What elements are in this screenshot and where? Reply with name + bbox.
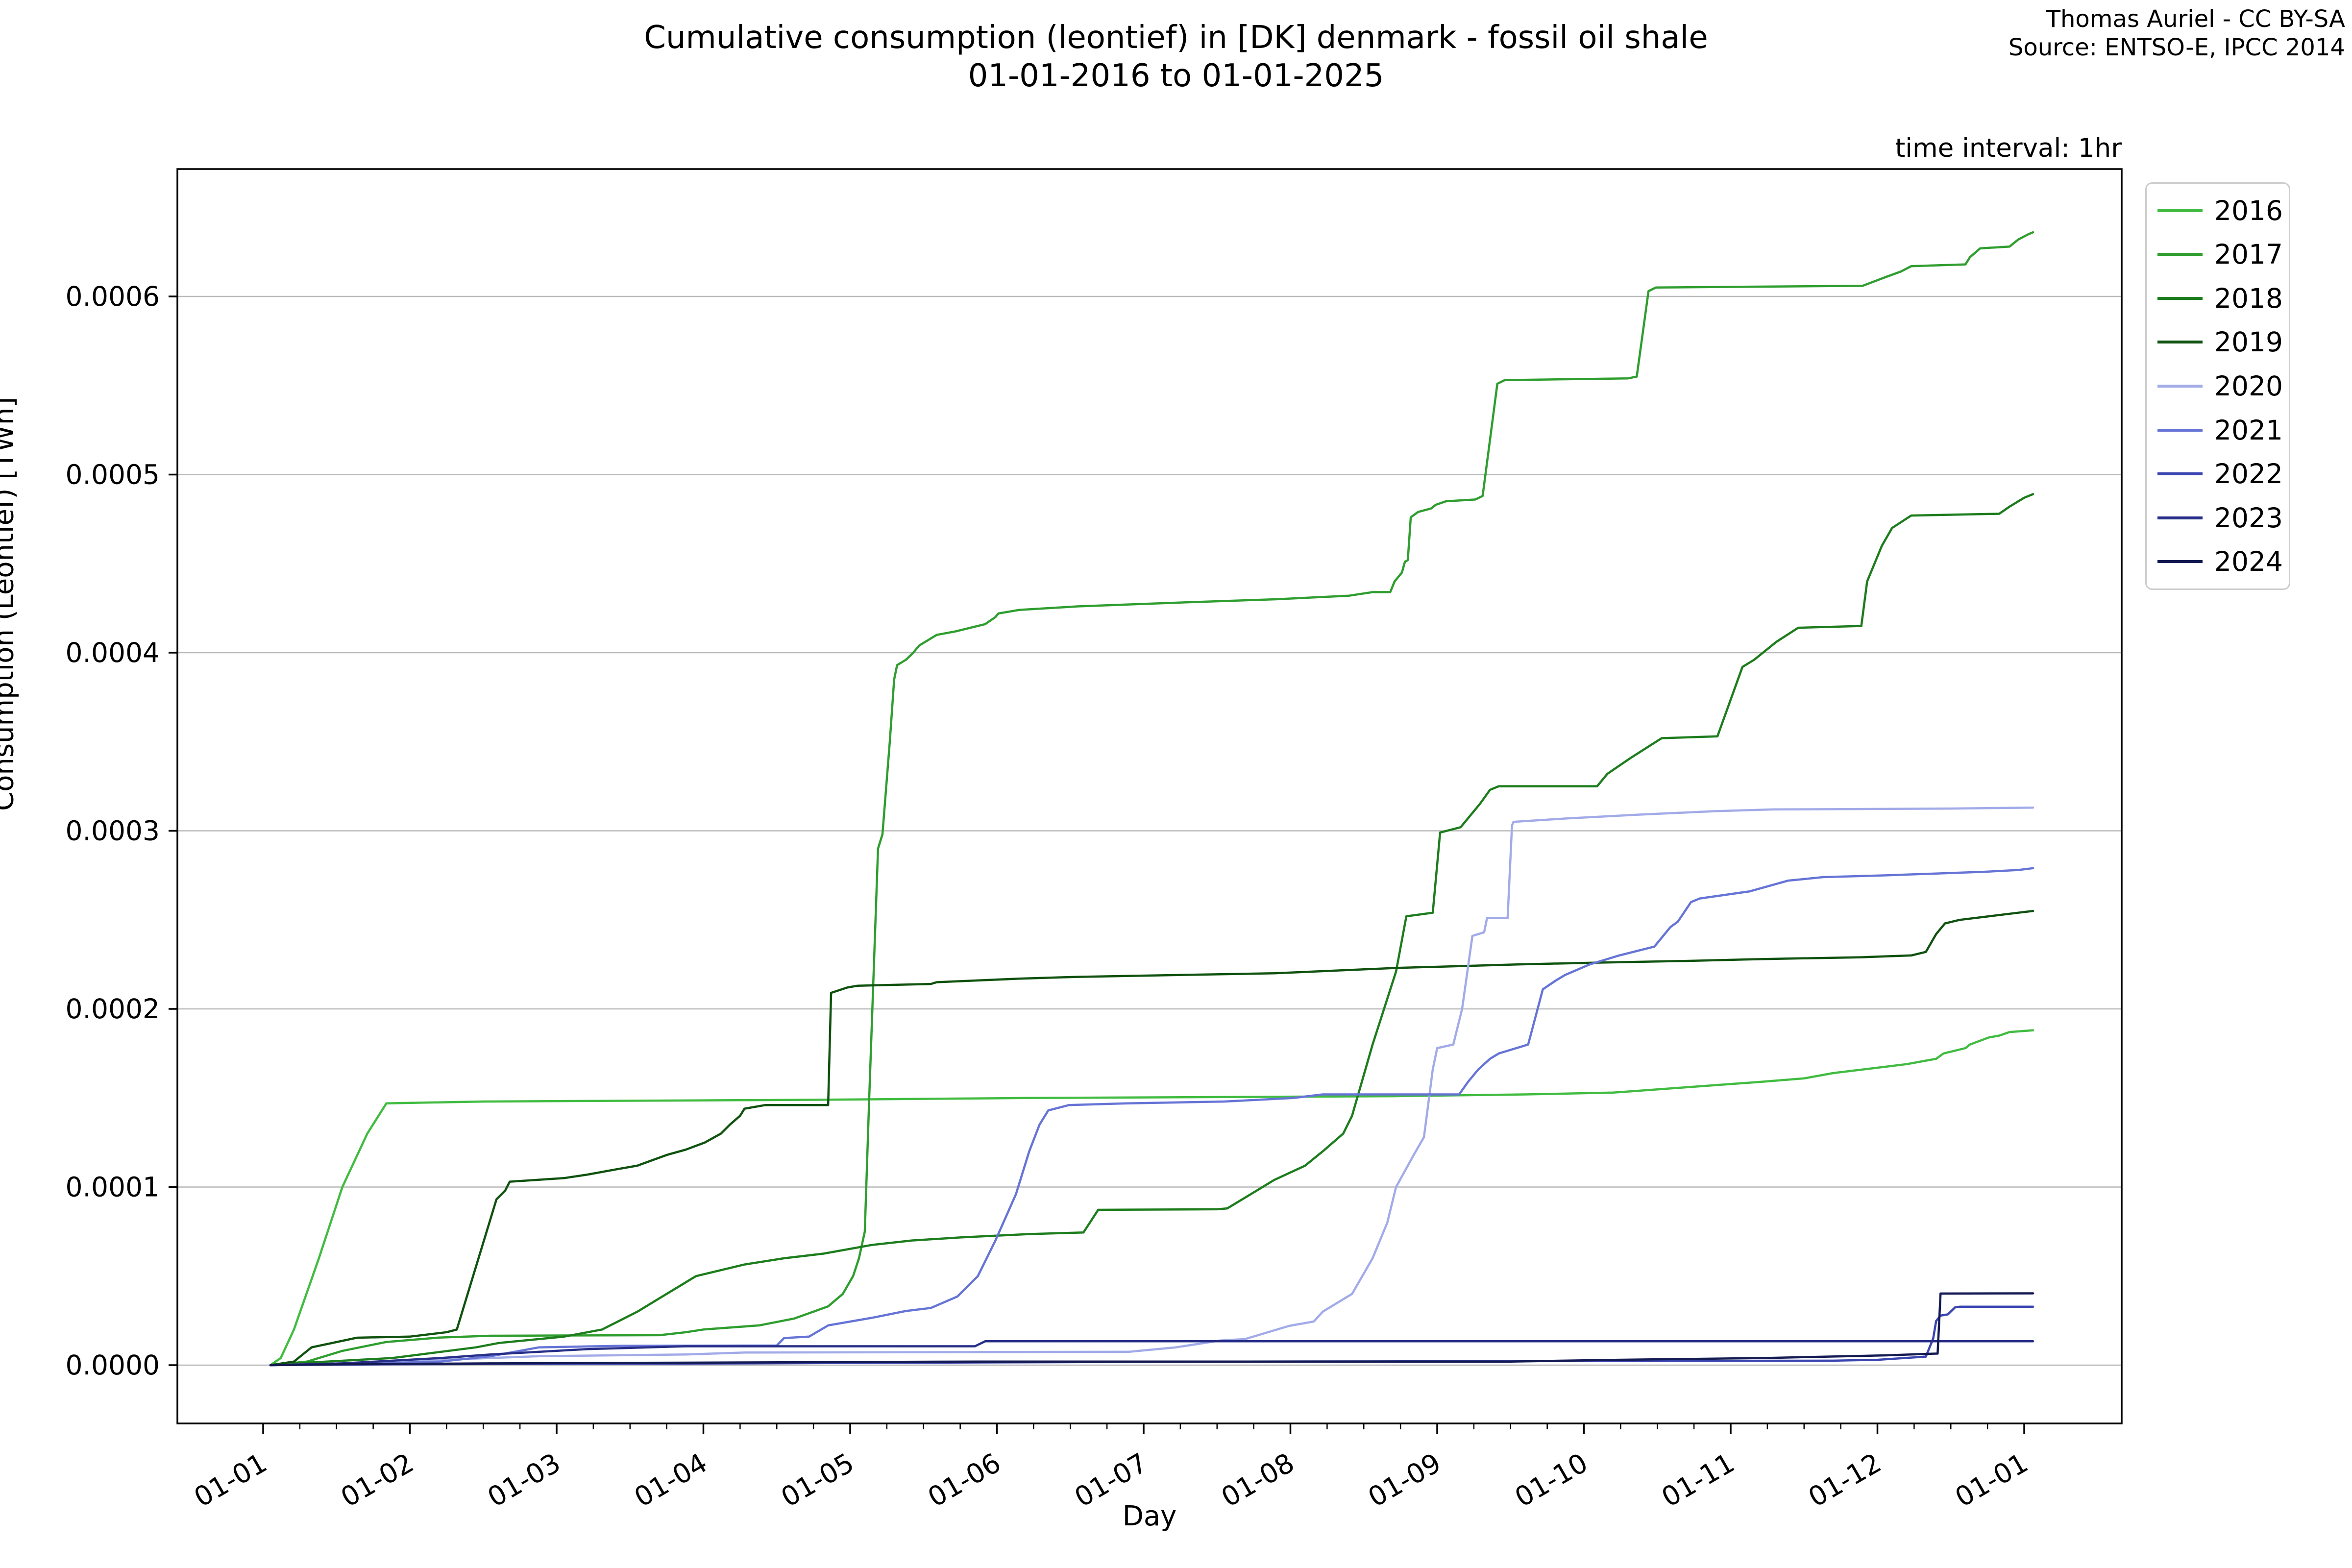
legend-line-swatch — [2157, 209, 2203, 212]
series-line-2018 — [269, 493, 2034, 1367]
y-tick-label: 0.0000 — [66, 1349, 160, 1381]
legend-label: 2019 — [2214, 326, 2283, 358]
y-tick-label: 0.0003 — [66, 815, 160, 847]
legend-item-2019: 2019 — [2147, 326, 2289, 358]
legend-item-2023: 2023 — [2147, 502, 2289, 534]
plot-border — [176, 168, 2123, 1424]
legend: 2016 2017 2018 2019 2020 2021 2022 2023 2024 — [2145, 182, 2290, 590]
legend-label: 2016 — [2214, 195, 2283, 226]
legend-label: 2023 — [2214, 502, 2283, 534]
series-line-2023 — [269, 1340, 2034, 1367]
x-axis-label: Day — [1122, 1500, 1177, 1532]
series-line-2016 — [269, 1029, 2034, 1367]
chart-title: Cumulative consumption (leontief) in [DK… — [0, 19, 2352, 95]
time-interval-note: time interval: 1hr — [1895, 133, 2122, 163]
x-tick-label: 01-11 — [1656, 1447, 1740, 1513]
legend-item-2024: 2024 — [2147, 546, 2289, 577]
y-tick-label: 0.0004 — [66, 637, 160, 668]
x-tick-label: 01-08 — [1216, 1447, 1299, 1513]
legend-line-swatch — [2157, 296, 2203, 300]
legend-item-2021: 2021 — [2147, 415, 2289, 446]
series-line-2019 — [269, 909, 2034, 1367]
legend-line-swatch — [2157, 341, 2203, 344]
series-line-2024 — [269, 1292, 2034, 1367]
chart-title-line2: 01-01-2016 to 01-01-2025 — [968, 58, 1384, 94]
legend-label: 2022 — [2214, 458, 2283, 490]
x-tick-label: 01-07 — [1069, 1447, 1152, 1513]
attribution: Thomas Auriel - CC BY-SA Source: ENTSO-E… — [2009, 5, 2345, 62]
series-line-2021 — [269, 867, 2034, 1367]
x-tick-label: 01-10 — [1510, 1447, 1593, 1513]
legend-item-2018: 2018 — [2147, 283, 2289, 314]
chart-title-line1: Cumulative consumption (leontief) in [DK… — [644, 20, 1708, 56]
series-line-2020 — [269, 806, 2034, 1367]
x-tick-label: 01-04 — [629, 1447, 712, 1513]
series-line-2017 — [269, 231, 2034, 1367]
attribution-source: Source: ENTSO-E, IPCC 2014 — [2008, 34, 2345, 61]
x-tick-label: 01-12 — [1803, 1447, 1886, 1513]
y-tick-label: 0.0001 — [66, 1172, 160, 1203]
y-tick-label: 0.0006 — [66, 281, 160, 312]
legend-line-swatch — [2157, 472, 2203, 476]
legend-label: 2024 — [2214, 546, 2283, 578]
x-tick-label: 01-02 — [336, 1447, 419, 1513]
legend-line-swatch — [2157, 560, 2203, 564]
x-tick-label: 01-09 — [1363, 1447, 1446, 1513]
legend-item-2020: 2020 — [2147, 370, 2289, 402]
legend-item-2017: 2017 — [2147, 239, 2289, 270]
x-tick-label: 01-05 — [776, 1447, 859, 1513]
x-tick-label: 01-01 — [1950, 1447, 2033, 1513]
legend-line-swatch — [2157, 384, 2203, 388]
legend-line-swatch — [2157, 516, 2203, 519]
attribution-author: Thomas Auriel - CC BY-SA — [2046, 5, 2345, 33]
legend-label: 2021 — [2214, 414, 2283, 446]
y-tick-label: 0.0002 — [66, 993, 160, 1025]
x-tick-label: 01-03 — [482, 1447, 565, 1513]
legend-item-2016: 2016 — [2147, 195, 2289, 226]
legend-label: 2017 — [2214, 239, 2283, 270]
legend-line-swatch — [2157, 428, 2203, 432]
y-tick-label: 0.0005 — [66, 459, 160, 490]
x-tick-label: 01-01 — [189, 1447, 272, 1513]
legend-line-swatch — [2157, 253, 2203, 256]
x-tick-label: 01-06 — [923, 1447, 1006, 1513]
legend-item-2022: 2022 — [2147, 458, 2289, 490]
legend-label: 2018 — [2214, 282, 2283, 314]
legend-label: 2020 — [2214, 370, 2283, 402]
